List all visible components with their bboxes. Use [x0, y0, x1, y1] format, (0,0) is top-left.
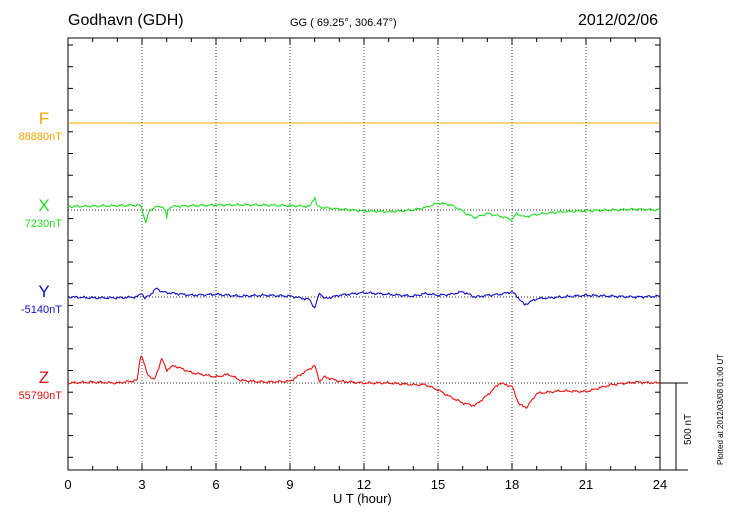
x-tick-label: 18: [504, 477, 520, 492]
axis-ticks: [67, 38, 661, 470]
x-axis-label: U T (hour): [333, 491, 392, 506]
baseline-label-f: 88880nT: [18, 131, 62, 143]
baseline-label-y: -5140nT: [21, 304, 62, 316]
x-tick-label: 12: [356, 477, 372, 492]
x-tick-label: 15: [430, 477, 446, 492]
x-tick-label: 21: [578, 477, 594, 492]
trace-z: [67, 355, 661, 409]
scale-bar: [660, 382, 688, 471]
scale-bar-label: 500 nT: [683, 413, 694, 445]
x-tick-label: 3: [138, 477, 146, 492]
x-tick-label: 24: [652, 477, 668, 492]
trace-x: [67, 196, 661, 224]
baseline-label-x: 7230nT: [24, 218, 62, 230]
plot-date: 2012/02/06: [578, 12, 659, 29]
plotted-timestamp: Plotted at 2012/03/08 01:00 UT: [716, 353, 725, 465]
component-traces: [67, 122, 661, 409]
station-coordinates: GG ( 69.25°, 306.47°): [290, 17, 397, 29]
x-tick-label: 0: [64, 477, 72, 492]
component-label-z: Z: [38, 368, 50, 387]
baseline-label-z: 55790nT: [18, 390, 62, 402]
vertical-gridlines: [141, 38, 587, 470]
component-label-x: X: [38, 196, 50, 215]
x-tick-label: 9: [286, 477, 294, 492]
component-label-f: F: [38, 109, 50, 128]
trace-y: [67, 287, 661, 309]
x-tick-label: 6: [212, 477, 220, 492]
component-label-y: Y: [38, 282, 50, 301]
station-name: Godhavn (GDH): [68, 12, 184, 29]
